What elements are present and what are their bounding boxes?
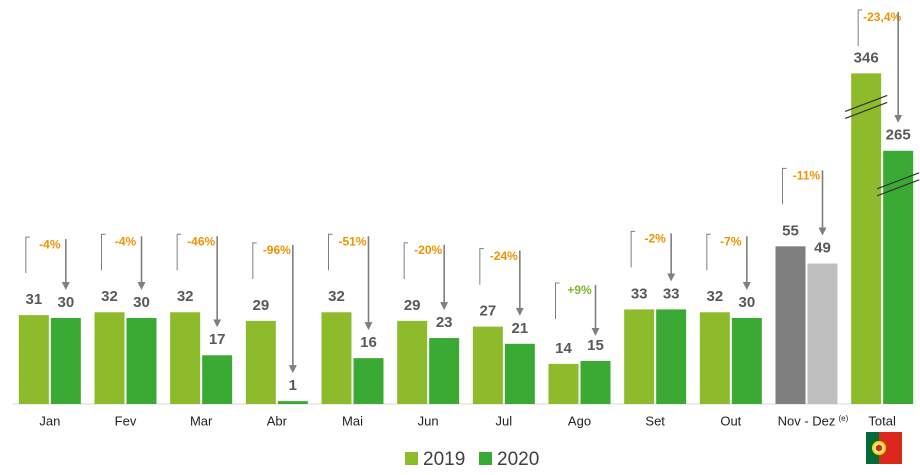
bar	[699, 312, 730, 404]
x-tick-label: Out	[720, 413, 741, 428]
x-tick-label: Ago	[568, 413, 591, 428]
bar	[94, 312, 125, 404]
bar	[353, 358, 384, 404]
x-tick-label: Nov - Dez	[778, 413, 836, 428]
bar	[170, 312, 201, 404]
change-label: -4%	[39, 237, 61, 251]
value-label: 15	[587, 337, 604, 354]
bar	[883, 150, 914, 404]
value-label: 49	[814, 240, 831, 257]
change-label: +9%	[567, 283, 592, 297]
bar	[202, 355, 233, 404]
bar	[580, 361, 611, 404]
change-bracket	[782, 167, 787, 205]
change-label: -46%	[187, 234, 215, 248]
legend-label: 2019	[423, 449, 465, 470]
change-bracket	[252, 242, 257, 279]
legend-swatch	[479, 452, 492, 465]
change-bracket	[101, 233, 106, 271]
axis-break	[876, 172, 920, 190]
change-bracket	[706, 233, 711, 271]
category-note: (e)	[839, 414, 849, 423]
bar	[126, 318, 157, 404]
value-label: 30	[133, 294, 150, 311]
bar	[277, 401, 308, 404]
bar	[807, 263, 838, 404]
axis-break	[844, 101, 888, 119]
value-label: 30	[57, 294, 74, 311]
change-bracket	[403, 242, 409, 279]
bar	[504, 343, 535, 404]
bar	[656, 309, 687, 404]
change-bracket	[630, 230, 636, 268]
bar	[245, 320, 276, 404]
value-label: 21	[511, 320, 528, 337]
value-label: 31	[25, 291, 42, 308]
x-tick-label: Set	[645, 413, 665, 428]
change-label: -4%	[115, 234, 137, 248]
bar	[429, 338, 460, 404]
change-label: -2%	[644, 232, 666, 246]
legend-swatch	[405, 452, 418, 465]
bar	[775, 246, 806, 404]
change-label: -51%	[338, 234, 366, 248]
bar	[731, 318, 762, 404]
bar	[472, 326, 503, 404]
x-tick-label: Total	[868, 413, 896, 428]
bar	[18, 315, 49, 404]
change-label: -7%	[720, 234, 742, 248]
axis-break	[876, 179, 920, 197]
flag	[866, 432, 902, 464]
value-label: 29	[404, 297, 421, 314]
change-label: -24%	[490, 249, 518, 263]
value-label: 14	[555, 340, 572, 357]
value-label: 27	[479, 303, 496, 320]
change-bracket	[25, 236, 30, 274]
value-label: 32	[328, 288, 345, 305]
x-tick-label: Mai	[342, 413, 363, 428]
value-label: 32	[706, 288, 723, 305]
x-tick-label: Fev	[115, 413, 137, 428]
bar	[321, 312, 352, 404]
value-label: 265	[886, 127, 911, 144]
change-bracket	[555, 282, 560, 319]
value-label: 29	[252, 297, 269, 314]
value-label: 33	[631, 285, 648, 302]
x-tick-label: Abr	[267, 413, 288, 428]
x-tick-label: Jun	[418, 413, 439, 428]
change-label: -11%	[793, 169, 821, 183]
bar	[548, 363, 579, 404]
x-tick-label: Mar	[190, 413, 213, 428]
value-label: 30	[738, 294, 755, 311]
legend-label: 2020	[497, 449, 539, 470]
x-tick-label: Jul	[496, 413, 513, 428]
value-label: 346	[854, 49, 879, 66]
bar	[851, 73, 882, 404]
value-label: 1	[289, 377, 297, 394]
change-bracket	[479, 248, 484, 285]
bar	[50, 318, 81, 404]
change-label: -23,4%	[863, 10, 901, 24]
change-label: -96%	[263, 243, 291, 257]
value-label: 32	[177, 288, 194, 305]
value-label: 16	[360, 334, 377, 351]
value-label: 55	[782, 222, 799, 239]
value-label: 23	[436, 314, 453, 331]
change-bracket	[328, 233, 333, 271]
value-label: 33	[663, 285, 680, 302]
value-label: 17	[209, 331, 226, 348]
value-label: 32	[101, 288, 118, 305]
change-label: -20%	[414, 243, 442, 257]
axis-break	[844, 94, 888, 112]
change-bracket	[857, 9, 863, 46]
bar	[397, 320, 428, 404]
change-bracket	[176, 233, 182, 271]
bar	[624, 309, 655, 404]
x-tick-label: Jan	[39, 413, 60, 428]
